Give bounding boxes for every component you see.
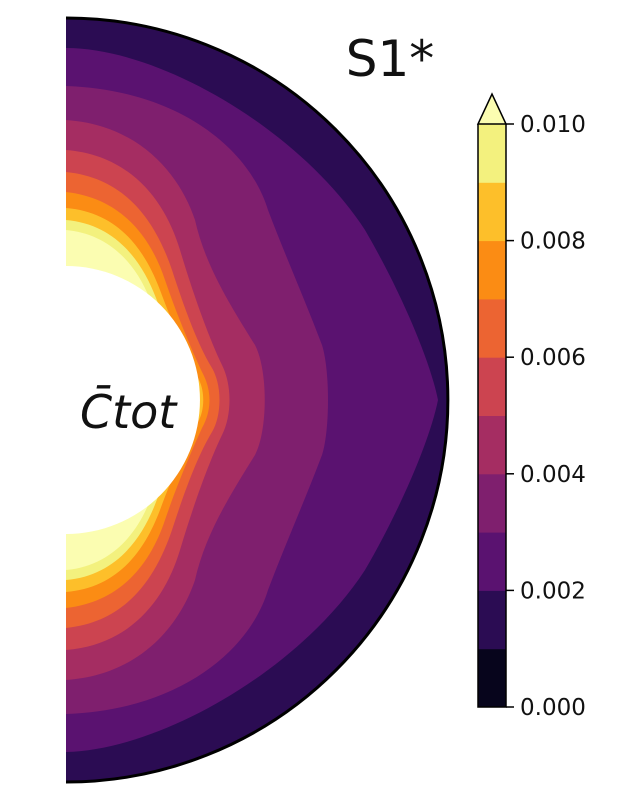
- colorbar-segment: [478, 124, 506, 183]
- colorbar-segment: [478, 182, 506, 242]
- colorbar-tick-label: 0.008: [520, 229, 586, 255]
- inner-hole: [66, 266, 200, 534]
- colorbar-tick-label: 0.010: [520, 112, 586, 138]
- colorbar-tick-label: 0.000: [520, 695, 586, 721]
- colorbar-segment: [478, 357, 506, 416]
- colorbar-tick-label: 0.006: [520, 345, 586, 371]
- colorbar-segment: [478, 415, 506, 475]
- colorbar-segment: [478, 648, 506, 708]
- outer-boundary: [65, 16, 450, 784]
- colorbar-tick-label: 0.002: [520, 578, 586, 604]
- colorbar-segment: [478, 298, 506, 358]
- colorbar: 0.000 0.002 0.004 0.006 0.008 0.010: [476, 92, 586, 721]
- colorbar-segment: [478, 473, 506, 533]
- colorbar-segment: [478, 590, 506, 650]
- colorbar-segment: [478, 532, 506, 591]
- colorbar-outline: [477, 124, 507, 708]
- colorbar-extend-arrow: [476, 92, 508, 125]
- colorbar-segment: [478, 240, 506, 300]
- colorbar-tick-label: 0.004: [520, 462, 586, 488]
- panel-title: S1*: [346, 30, 435, 88]
- field-label: C̄tot: [80, 385, 178, 439]
